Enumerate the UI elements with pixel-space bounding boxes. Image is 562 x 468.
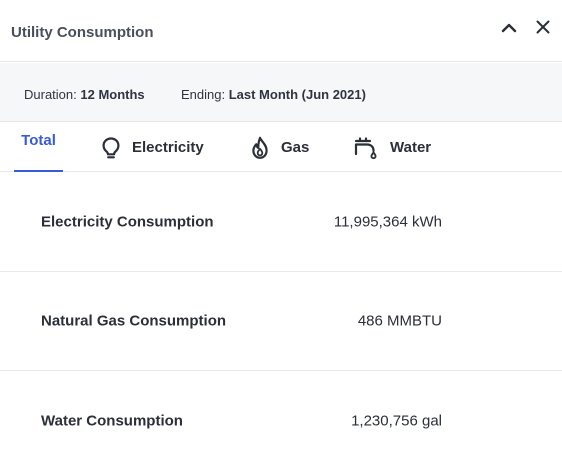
tab-total-label: Total bbox=[21, 132, 56, 149]
filter-summary-bar: Duration: 12 Months Ending: Last Month (… bbox=[0, 63, 562, 122]
duration-label: Duration: bbox=[24, 87, 77, 102]
tab-gas[interactable]: Gas bbox=[249, 123, 309, 172]
ending-info[interactable]: Ending: Last Month (Jun 2021) bbox=[181, 87, 366, 102]
duration-info[interactable]: Duration: 12 Months bbox=[24, 87, 145, 102]
tab-gas-label: Gas bbox=[281, 139, 310, 156]
panel-title: Utility Consumption bbox=[11, 24, 154, 41]
ending-label: Ending: bbox=[181, 87, 226, 102]
tab-water-label: Water bbox=[390, 139, 432, 156]
close-icon bbox=[536, 20, 550, 39]
tab-electricity[interactable]: Electricity bbox=[100, 123, 204, 172]
natural-gas-consumption-label: Natural Gas Consumption bbox=[41, 312, 227, 330]
list-item: Electricity Consumption 11,995,364 kWh bbox=[0, 173, 562, 272]
electricity-consumption-label: Electricity Consumption bbox=[41, 213, 214, 231]
water-consumption-label: Water Consumption bbox=[41, 412, 183, 429]
lightbulb-icon bbox=[100, 136, 122, 160]
duration-value: 12 Months bbox=[80, 87, 145, 102]
panel-header: Utility Consumption bbox=[0, 0, 562, 62]
collapse-button[interactable] bbox=[496, 14, 522, 44]
utility-tabs: Total Electricity Gas bbox=[0, 123, 562, 172]
electricity-consumption-value: 11,995,364 kWh bbox=[333, 213, 442, 231]
tab-water[interactable]: Water bbox=[354, 123, 431, 172]
tab-total[interactable]: Total bbox=[14, 123, 63, 172]
water-consumption-value: 1,230,756 gal bbox=[351, 412, 442, 429]
close-button[interactable] bbox=[530, 14, 556, 44]
natural-gas-consumption-value: 486 MMBTU bbox=[357, 312, 442, 330]
list-item: Natural Gas Consumption 486 MMBTU bbox=[0, 272, 562, 371]
faucet-icon bbox=[354, 136, 380, 160]
flame-icon bbox=[249, 136, 271, 160]
tab-electricity-label: Electricity bbox=[132, 139, 204, 156]
ending-value: Last Month (Jun 2021) bbox=[228, 87, 366, 102]
chevron-up-icon bbox=[501, 20, 517, 38]
list-item: Water Consumption 1,230,756 gal bbox=[0, 371, 562, 468]
